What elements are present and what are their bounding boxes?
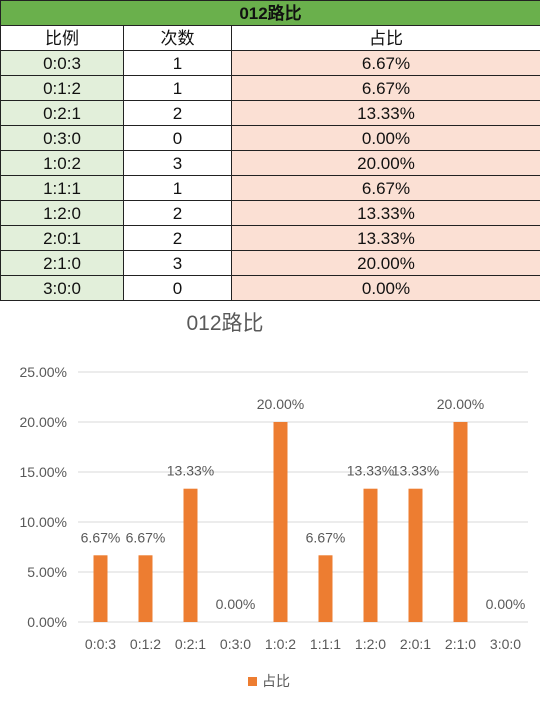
x-tick-label: 0:3:0 <box>220 636 251 652</box>
gridlines <box>78 371 528 623</box>
ratio-cell: 1:0:2 <box>0 150 124 176</box>
ratio-cell: 0:2:1 <box>0 100 124 126</box>
count-cell: 0 <box>123 275 232 301</box>
bars <box>93 422 468 622</box>
y-tick-label: 25.00% <box>20 364 67 380</box>
table-row: 0:1:2 1 6.67% <box>0 75 540 101</box>
data-label: 0.00% <box>486 596 526 612</box>
x-tick-label: 0:1:2 <box>130 636 161 652</box>
x-tick-label: 2:0:1 <box>400 636 431 652</box>
table-title: 012路比 <box>0 0 540 26</box>
data-label: 13.33% <box>392 463 439 479</box>
percent-cell: 6.67% <box>231 50 540 76</box>
percent-cell: 0.00% <box>231 275 540 301</box>
count-cell: 0 <box>123 125 232 151</box>
table-row: 1:2:0 2 13.33% <box>0 200 540 226</box>
percent-cell: 6.67% <box>231 175 540 201</box>
data-label: 13.33% <box>167 463 214 479</box>
x-tick-label: 1:0:2 <box>265 636 296 652</box>
table-row: 3:0:0 0 0.00% <box>0 275 540 301</box>
ratio-cell: 1:1:1 <box>0 175 124 201</box>
x-tick-label: 1:1:1 <box>310 636 341 652</box>
ratio-cell: 2:1:0 <box>0 250 124 276</box>
y-tick-label: 20.00% <box>20 414 67 430</box>
header-ratio: 比例 <box>0 25 124 51</box>
y-tick-label: 0.00% <box>27 614 67 630</box>
bar <box>93 555 108 622</box>
count-cell: 2 <box>123 100 232 126</box>
percent-cell: 13.33% <box>231 100 540 126</box>
y-tick-label: 15.00% <box>20 464 67 480</box>
data-label: 0.00% <box>216 596 256 612</box>
count-cell: 2 <box>123 225 232 251</box>
table-row: 1:0:2 3 20.00% <box>0 150 540 176</box>
x-tick-label: 3:0:0 <box>490 636 521 652</box>
data-label: 6.67% <box>126 529 166 545</box>
x-tick-label: 0:0:3 <box>85 636 116 652</box>
data-label: 20.00% <box>257 396 304 412</box>
data-label: 6.67% <box>81 529 121 545</box>
table-row: 1:1:1 1 6.67% <box>0 175 540 201</box>
data-labels: 6.67% 6.67%13.33%0.00%20.00%6.67%13.33%13… <box>81 396 526 612</box>
table-row: 2:0:1 2 13.33% <box>0 225 540 251</box>
bar <box>138 555 153 622</box>
x-tick-label: 1:2:0 <box>355 636 386 652</box>
table-row: 0:2:1 2 13.33% <box>0 100 540 126</box>
x-tick-label: 2:1:0 <box>445 636 476 652</box>
y-tick-label: 5.00% <box>27 564 67 580</box>
bar-chart: 012路比 0.00% 5.00% 10.00% 15.00% 20.00% 25.00%… <box>20 312 528 689</box>
count-cell: 1 <box>123 50 232 76</box>
percent-cell: 20.00% <box>231 250 540 276</box>
ratio-cell: 0:3:0 <box>0 125 124 151</box>
percent-cell: 6.67% <box>231 75 540 101</box>
y-tick-label: 10.00% <box>20 514 67 530</box>
bar <box>408 488 423 622</box>
legend-label: 占比 <box>262 673 290 689</box>
table-row: 2:1:0 3 20.00% <box>0 250 540 276</box>
table-row: 0:3:0 0 0.00% <box>0 125 540 151</box>
count-cell: 3 <box>123 150 232 176</box>
count-cell: 1 <box>123 175 232 201</box>
bar <box>273 422 288 622</box>
x-axis-ticks: 0:0:3 0:1:2 0:2:1 0:3:0 1:0:2 1:1:1 1:2:0 2:0:1… <box>85 636 521 652</box>
ratio-table: 012路比 比例 次数 占比 0:0:3 1 6.67% 0:1:2 1 6.67% 0:2… <box>0 0 540 301</box>
y-axis-ticks: 0.00% 5.00% 10.00% 15.00% 20.00% 25.00% <box>20 364 67 630</box>
chart-title: 012路比 <box>186 312 263 335</box>
count-cell: 3 <box>123 250 232 276</box>
data-label: 20.00% <box>437 396 484 412</box>
count-cell: 2 <box>123 200 232 226</box>
ratio-cell: 0:1:2 <box>0 75 124 101</box>
ratio-cell: 3:0:0 <box>0 275 124 301</box>
table-row: 0:0:3 1 6.67% <box>0 50 540 76</box>
bar <box>453 422 468 622</box>
percent-cell: 0.00% <box>231 125 540 151</box>
x-tick-label: 0:2:1 <box>175 636 206 652</box>
ratio-cell: 2:0:1 <box>0 225 124 251</box>
header-count: 次数 <box>123 25 232 51</box>
percent-cell: 20.00% <box>231 150 540 176</box>
data-label: 6.67% <box>306 529 346 545</box>
bar <box>183 488 198 622</box>
count-cell: 1 <box>123 75 232 101</box>
ratio-cell: 0:0:3 <box>0 50 124 76</box>
bar <box>363 488 378 622</box>
table-body: 012路比 比例 次数 占比 0:0:3 1 6.67% 0:1:2 1 6.67% 0:2… <box>0 0 540 301</box>
legend-swatch <box>248 677 257 686</box>
ratio-cell: 1:2:0 <box>0 200 124 226</box>
header-percent: 占比 <box>231 25 540 51</box>
data-label: 13.33% <box>347 463 394 479</box>
percent-cell: 13.33% <box>231 225 540 251</box>
percent-cell: 13.33% <box>231 200 540 226</box>
bar <box>318 555 333 622</box>
table-header-row: 比例 次数 占比 <box>0 25 540 51</box>
legend: 占比 <box>248 673 290 689</box>
